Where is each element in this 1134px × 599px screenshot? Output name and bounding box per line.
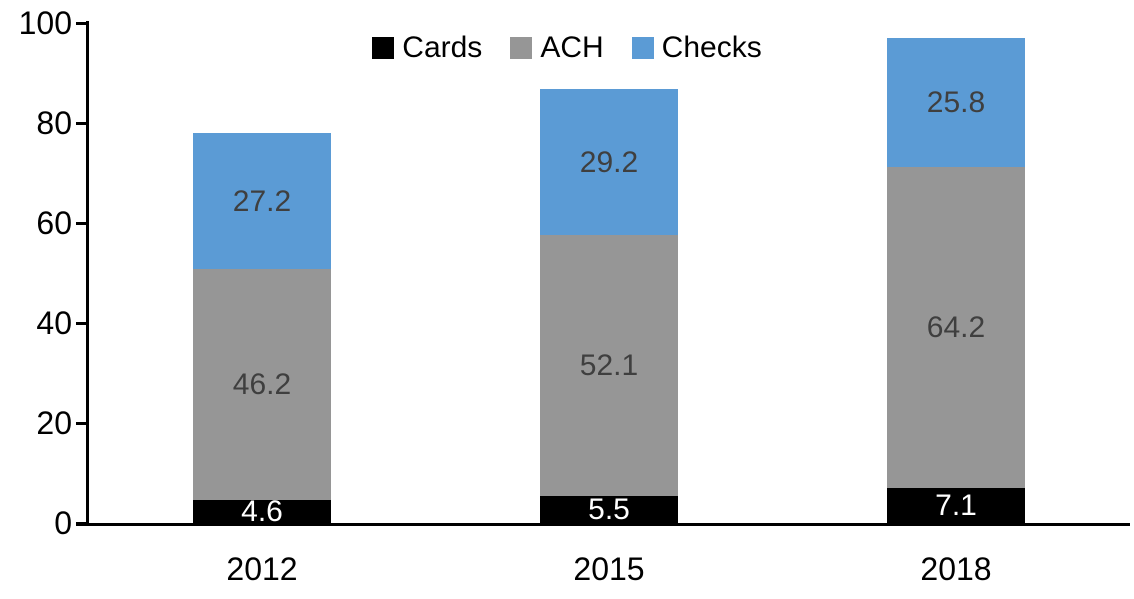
y-axis-tick-label: 0 [54,505,72,541]
legend-label: ACH [540,31,604,64]
bar-value-label: 29.2 [579,145,639,179]
y-axis-tick-label: 60 [36,205,72,241]
bar-value-label: 64.2 [926,310,986,344]
bar-segment-ach-2012: 46.2 [193,269,331,500]
y-axis-tick [76,122,89,125]
bar-segment-checks-2018: 25.8 [887,37,1025,167]
legend-label: Checks [661,31,762,64]
bar-value-label: 25.8 [926,85,986,119]
x-axis-category-label: 2018 [920,551,992,587]
legend-label: Cards [402,31,483,64]
y-axis-tick [76,422,89,425]
y-axis-line [86,21,89,526]
x-axis-category-label: 2015 [573,551,645,587]
chart-legend: Cards ACH Checks [0,33,1134,63]
legend-swatch-checks [631,37,654,59]
bar-value-label: 4.6 [241,495,283,528]
bar-segment-checks-2015: 29.2 [540,89,678,235]
bar-segment-cards-2015: 5.5 [540,493,678,526]
legend-swatch-ach [510,37,533,59]
bar-segment-checks-2012: 27.2 [193,133,331,269]
y-axis-tick-label: 20 [36,405,72,441]
y-axis-tick [76,222,89,225]
bar-value-label: 46.2 [232,368,292,401]
y-axis-tick-label: 80 [36,105,72,141]
bar-value-label: 52.1 [579,348,639,382]
y-axis-tick [76,22,89,25]
legend-item-ach: ACH [510,31,604,64]
legend-item-cards: Cards [372,33,482,63]
legend-item-checks: Checks [631,31,762,64]
legend-swatch-cards [372,37,395,59]
bar-value-label: 27.2 [232,184,292,218]
y-axis-tick [76,322,89,325]
x-axis-category-label: 2012 [226,551,298,587]
bar-value-label: 5.5 [588,492,630,526]
bar-segment-cards-2012: 4.6 [193,495,331,528]
y-axis-tick-label: 40 [36,305,72,341]
x-axis-line [76,523,1130,526]
bar-value-label: 7.1 [935,488,977,522]
bar-segment-ach-2015: 52.1 [540,235,678,496]
bar-segment-cards-2018: 7.1 [887,487,1025,523]
y-axis-tick-label: 100 [18,5,72,41]
bar-segment-ach-2018: 64.2 [887,166,1025,488]
